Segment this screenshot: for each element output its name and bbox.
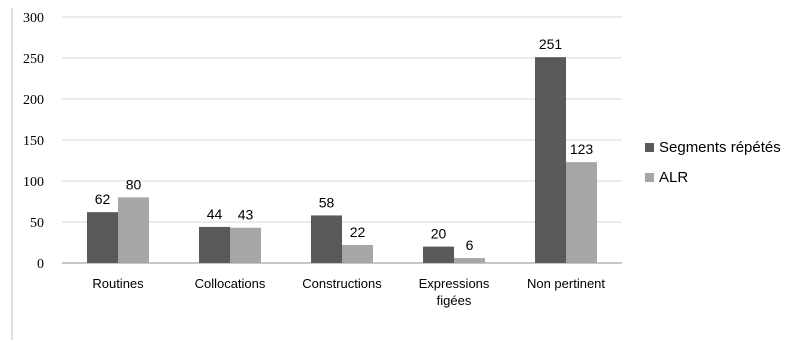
- bars: [87, 57, 597, 264]
- legend-label: ALR: [659, 169, 688, 186]
- y-tick-label: 200: [23, 93, 44, 108]
- x-tick-label: Routines: [92, 276, 144, 291]
- data-label: 62: [95, 191, 111, 207]
- x-tick-label: Expressions: [419, 276, 490, 291]
- y-tick-label: 0: [37, 257, 44, 272]
- x-tick-label: Non pertinent: [527, 276, 605, 291]
- bar-segments-repetes: [423, 246, 454, 263]
- bar-segments-repetes: [87, 212, 118, 263]
- bar-alr: [566, 162, 597, 263]
- data-label: 44: [207, 206, 223, 222]
- y-axis: 0 50 100 150 200 250 300: [23, 11, 44, 272]
- data-label: 43: [238, 207, 254, 223]
- bar-alr: [118, 197, 149, 263]
- legend-label: Segments répétés: [659, 139, 781, 156]
- data-label: 123: [570, 141, 594, 157]
- bar-alr: [454, 258, 485, 263]
- x-axis: Routines Collocations Constructions Express…: [92, 276, 605, 308]
- legend: Segments répétés ALR: [645, 139, 781, 186]
- bar-segments-repetes: [535, 57, 566, 264]
- y-tick-label: 100: [23, 175, 44, 190]
- legend-swatch: [645, 173, 654, 182]
- bar-alr: [342, 244, 373, 263]
- data-label: 80: [126, 176, 142, 192]
- x-tick-label: Constructions: [302, 276, 382, 291]
- y-tick-label: 50: [30, 216, 44, 231]
- bar-segments-repetes: [311, 215, 342, 263]
- x-tick-label: Collocations: [195, 276, 266, 291]
- data-label: 251: [539, 36, 563, 52]
- y-tick-label: 300: [23, 11, 44, 26]
- y-tick-label: 250: [23, 52, 44, 67]
- bar-alr: [230, 227, 261, 263]
- legend-swatch: [645, 143, 654, 152]
- data-labels: 62 80 44 43 58 22 20 6 251 123: [95, 36, 594, 253]
- data-label: 22: [350, 224, 366, 240]
- data-label: 6: [466, 237, 474, 253]
- x-tick-label: figées: [437, 293, 472, 308]
- bar-segments-repetes: [199, 226, 230, 263]
- y-tick-label: 150: [23, 134, 44, 149]
- data-label: 58: [319, 194, 335, 210]
- data-label: 20: [431, 226, 447, 242]
